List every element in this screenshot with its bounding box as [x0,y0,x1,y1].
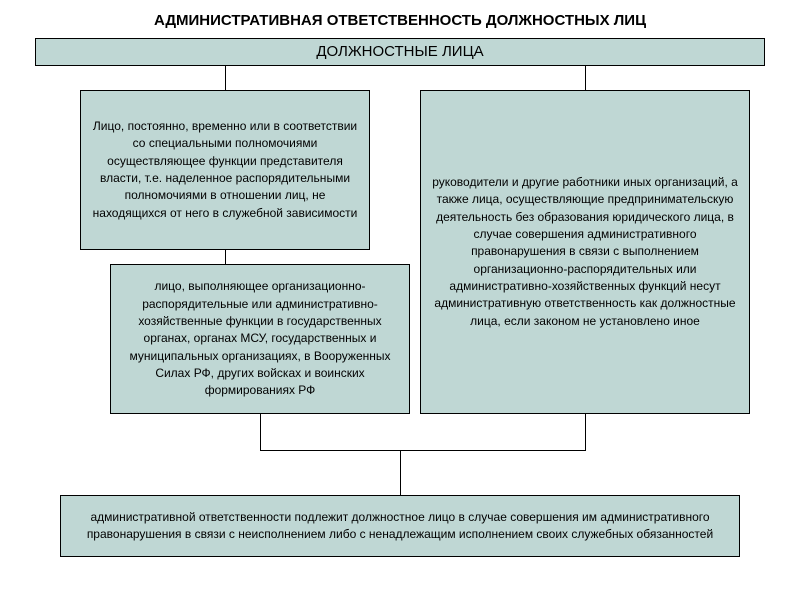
line-join-to-bottom [400,450,401,495]
header-text: ДОЛЖНОСТНЫЕ ЛИЦА [316,41,483,63]
line-horizontal-join [260,450,586,451]
left-top-text: Лицо, постоянно, временно или в соответс… [89,118,361,222]
right-text: руководители и другие работники иных орг… [429,174,741,331]
line-leftbot-down [260,414,261,450]
line-lefttop-to-leftbot [225,250,226,264]
left-bot-box: лицо, выполняющее организационно-распоря… [110,264,410,414]
left-top-box: Лицо, постоянно, временно или в соответс… [80,90,370,250]
right-box: руководители и другие работники иных орг… [420,90,750,414]
diagram-title: АДМИНИСТРАТИВНАЯ ОТВЕТСТВЕННОСТЬ ДОЛЖНОС… [0,12,800,29]
header-box: ДОЛЖНОСТНЫЕ ЛИЦА [35,38,765,66]
line-header-to-right [585,66,586,90]
line-right-down [585,414,586,450]
bottom-box: административной ответственности подлежи… [60,495,740,557]
left-bot-text: лицо, выполняющее организационно-распоря… [119,278,401,400]
line-header-to-lefttop [225,66,226,90]
diagram-canvas: АДМИНИСТРАТИВНАЯ ОТВЕТСТВЕННОСТЬ ДОЛЖНОС… [0,0,800,600]
bottom-text: административной ответственности подлежи… [69,509,731,544]
